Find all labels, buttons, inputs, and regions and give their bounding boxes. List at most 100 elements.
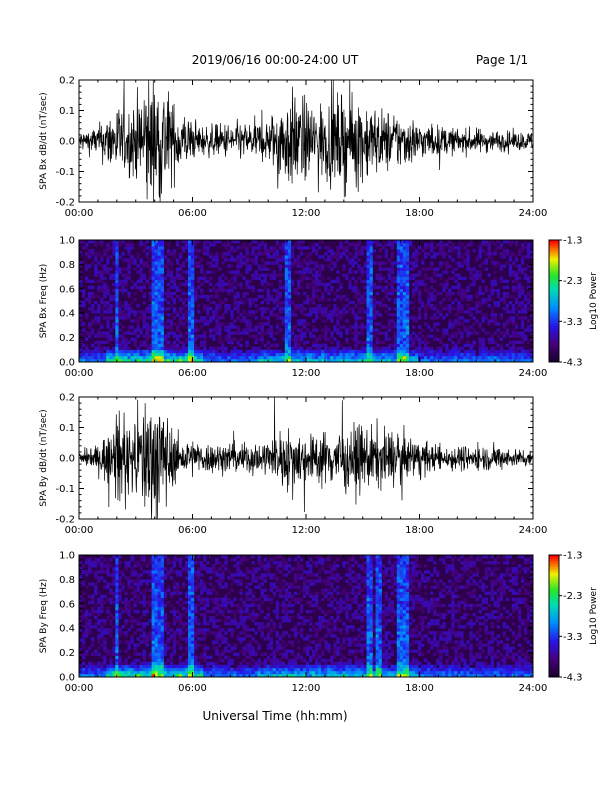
spectrogram-cell <box>327 310 331 314</box>
spectrogram-cell <box>457 252 461 256</box>
by-waveform-axes: 00:00 06:00 12:00 18:00 24:00-0.2-0.10.00.10… <box>39 393 547 537</box>
spectrogram-cell <box>175 285 180 290</box>
spectrogram-cell <box>433 325 437 329</box>
spectrogram-cell <box>351 325 355 329</box>
spectrogram-cell <box>442 261 446 265</box>
spectrogram-cell <box>378 358 382 363</box>
spectrogram-cell <box>396 252 401 256</box>
spectrogram-cell <box>97 612 101 617</box>
spectrogram-cell <box>139 316 143 320</box>
spectrogram-cell <box>145 664 149 669</box>
spectrogram-cell <box>254 276 258 280</box>
spectrogram-cell <box>160 658 165 663</box>
spectrogram-cell <box>287 264 292 268</box>
spectrogram-cell <box>187 252 192 256</box>
spectrogram-cell <box>178 631 183 635</box>
spectrogram-cell <box>166 267 171 271</box>
spectrogram-cell <box>490 349 494 354</box>
spectrogram-cell <box>148 579 152 583</box>
spectrogram-cell <box>124 307 128 311</box>
spectrogram-cell <box>493 279 497 283</box>
spectrogram-cell <box>154 240 158 244</box>
spectrogram-cell <box>154 564 158 568</box>
spectrogram-cell <box>451 352 455 357</box>
spectrogram-cell <box>187 249 192 253</box>
spectrogram-cell <box>212 301 216 305</box>
spectrogram-cell <box>91 310 95 314</box>
spectrogram-cell <box>287 297 292 302</box>
spectrogram-cell <box>399 316 404 320</box>
spectrogram-cell <box>445 285 449 290</box>
spectrogram-cell <box>109 316 113 320</box>
spectrogram-cell <box>145 352 149 357</box>
spectrogram-cell <box>85 346 89 351</box>
spectrogram-cell <box>378 255 382 259</box>
spectrogram-cell <box>100 606 104 611</box>
spectrogram-cell <box>260 310 264 314</box>
x-tick-label: 06:00 <box>178 525 207 536</box>
spectrogram-cell <box>190 267 195 271</box>
spectrogram-cell <box>187 612 192 617</box>
spectrogram-cell <box>257 358 261 363</box>
spectrogram-cell <box>100 643 104 647</box>
spectrogram-cell <box>154 579 158 583</box>
spectrogram-cell <box>136 576 140 580</box>
spectrogram-cell <box>324 358 328 363</box>
spectrogram-cell <box>369 288 373 293</box>
spectrogram-cell <box>190 325 195 329</box>
colorbar-swatch <box>549 313 559 316</box>
spectrogram-cell <box>290 337 295 341</box>
spectrogram-cell <box>315 282 319 287</box>
spectrogram-cell <box>184 304 189 308</box>
spectrogram-cell <box>502 285 507 290</box>
spectrogram-cell <box>399 246 404 250</box>
spectrogram-cell <box>263 249 267 253</box>
spectrogram-cell <box>157 585 162 589</box>
spectrogram-cell <box>318 255 322 259</box>
spectrogram-cell <box>309 349 313 354</box>
spectrogram-cell <box>151 570 155 574</box>
spectrogram-cell <box>133 267 137 271</box>
spectrogram-cell <box>290 313 295 317</box>
spectrogram-cell <box>115 664 119 669</box>
spectrogram-cell <box>227 352 231 357</box>
spectrogram-cell <box>402 243 407 247</box>
spectrogram-cell <box>103 579 107 583</box>
spectrogram-cell <box>251 288 255 293</box>
spectrogram-cell <box>327 313 331 317</box>
spectrogram-cell <box>157 661 162 666</box>
spectrogram-cell <box>511 240 516 244</box>
spectrogram-cell <box>254 355 258 360</box>
colorbar-swatch <box>549 317 559 320</box>
spectrogram-cell <box>393 355 398 360</box>
spectrogram-cell <box>181 606 186 611</box>
spectrogram-cell <box>245 249 249 253</box>
spectrogram-cell <box>160 331 165 335</box>
spectrogram-cell <box>115 579 119 583</box>
spectrogram-cell <box>293 337 298 341</box>
spectrogram-cell <box>396 285 401 290</box>
spectrogram-cell <box>142 555 146 559</box>
spectrogram-cell <box>254 358 258 363</box>
spectrogram-cell <box>178 358 183 363</box>
spectrogram-cell <box>417 288 422 293</box>
spectrogram-cell <box>517 304 522 308</box>
spectrogram-cell <box>481 240 485 244</box>
spectrogram-cell <box>478 288 482 293</box>
spectrogram-cell <box>215 264 219 268</box>
spectrogram-cell <box>427 252 431 256</box>
spectrogram-cell <box>97 334 101 338</box>
spectrogram-cell <box>130 634 134 638</box>
spectrogram-cell <box>109 294 113 299</box>
spectrogram-cell <box>520 267 525 271</box>
spectrogram-cell <box>154 276 158 280</box>
spectrogram-cell <box>345 358 349 363</box>
spectrogram-cell <box>517 264 522 268</box>
spectrogram-cell <box>184 270 189 274</box>
spectrogram-cell <box>463 288 467 293</box>
spectrogram-cell <box>233 270 237 274</box>
spectrogram-cell <box>436 337 440 341</box>
spectrogram-cell <box>366 291 370 296</box>
spectrogram-cell <box>508 355 513 360</box>
spectrogram-cell <box>163 652 168 656</box>
